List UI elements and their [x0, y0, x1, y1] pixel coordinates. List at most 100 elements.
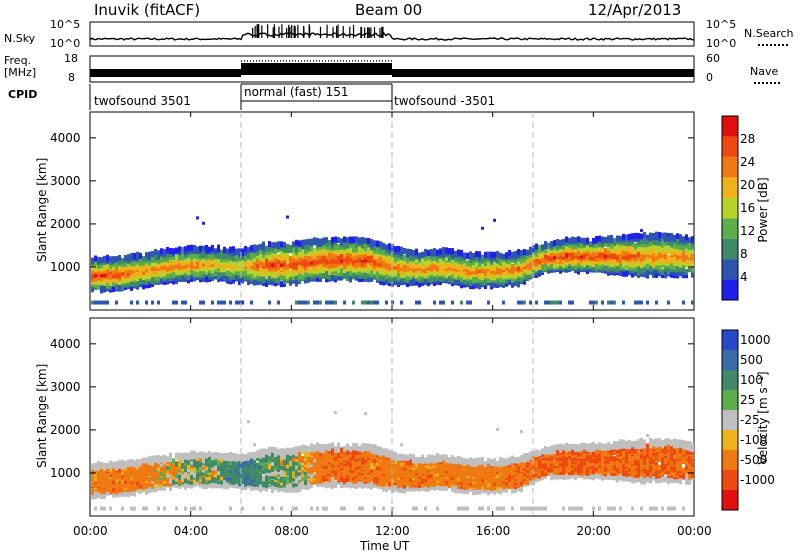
heatmap-cell	[688, 257, 691, 264]
heatmap-cell	[289, 475, 292, 482]
heatmap-cell	[589, 300, 592, 305]
heatmap-cell	[94, 475, 97, 482]
heatmap-cell	[223, 300, 226, 305]
heatmap-cell	[304, 259, 307, 266]
heatmap-cell	[565, 259, 568, 266]
heatmap-cell	[169, 459, 172, 466]
heatmap-cell	[646, 261, 649, 268]
heatmap-cell	[361, 482, 364, 489]
heatmap-cell	[139, 479, 142, 486]
heatmap-cell	[625, 234, 628, 241]
heatmap-cell	[661, 271, 664, 278]
heatmap-cell	[280, 464, 283, 471]
heatmap-cell	[205, 464, 208, 471]
heatmap-cell	[316, 237, 319, 244]
heatmap-cell	[253, 255, 256, 262]
heatmap-cell	[313, 456, 316, 463]
heatmap-cell	[319, 255, 322, 262]
heatmap-cell	[340, 456, 343, 463]
heatmap-cell	[562, 238, 565, 245]
heatmap-cell	[448, 273, 451, 280]
heatmap-cell	[166, 276, 169, 283]
heatmap-cell	[424, 265, 427, 272]
heatmap-cell	[370, 460, 373, 467]
heatmap-cell	[601, 300, 604, 305]
power-heatmap	[91, 112, 694, 310]
heatmap-cell	[424, 248, 427, 255]
heatmap-cell	[103, 471, 106, 478]
heatmap-cell	[385, 278, 388, 285]
heatmap-cell	[262, 475, 265, 482]
heatmap-cell	[151, 251, 154, 258]
heatmap-cell	[262, 448, 265, 455]
heatmap-cell	[319, 471, 322, 478]
heatmap-cell	[349, 446, 352, 453]
heatmap-cell	[325, 265, 328, 272]
heatmap-cell	[160, 248, 163, 255]
heatmap-cell	[331, 442, 334, 449]
freq-band-normal	[241, 63, 392, 75]
heatmap-cell	[346, 453, 349, 460]
heatmap-cell	[193, 255, 196, 262]
heatmap-cell	[193, 450, 196, 457]
heatmap-cell	[406, 269, 409, 276]
heatmap-cell	[262, 460, 265, 467]
heatmap-cell	[523, 278, 526, 285]
heatmap-cell	[172, 278, 175, 285]
heatmap-cell	[280, 264, 283, 271]
heatmap-cell	[145, 506, 148, 511]
heatmap-cell	[355, 483, 358, 490]
heatmap-cell	[184, 457, 187, 464]
heatmap-cell	[160, 260, 163, 267]
heatmap-cell	[673, 258, 676, 265]
heatmap-cell	[214, 273, 217, 280]
heatmap-cell	[292, 274, 295, 281]
heatmap-cell	[244, 249, 247, 256]
heatmap-cell	[181, 452, 184, 459]
heatmap-cell	[127, 459, 130, 466]
heatmap-cell	[97, 464, 100, 471]
heatmap-cell	[172, 269, 175, 276]
heatmap-cell	[316, 300, 319, 305]
heatmap-cell	[94, 259, 97, 266]
heatmap-cell	[157, 300, 160, 305]
heatmap-cell	[682, 300, 685, 305]
heatmap-cell	[640, 251, 643, 258]
heatmap-cell	[295, 239, 298, 246]
heatmap-cell	[325, 300, 328, 305]
heatmap-cell	[376, 454, 379, 461]
heatmap-cell	[649, 240, 652, 247]
heatmap-cell	[508, 253, 511, 260]
heatmap-cell	[349, 473, 352, 480]
heatmap-cell	[325, 258, 328, 265]
heatmap-cell	[328, 239, 331, 246]
heatmap-cell	[199, 245, 202, 252]
heatmap-cell	[139, 471, 142, 478]
heatmap-cell	[301, 444, 304, 451]
heatmap-cell	[235, 265, 238, 272]
heatmap-cell	[313, 469, 316, 476]
heatmap-cell	[211, 452, 214, 459]
heatmap-cell	[550, 241, 553, 248]
heatmap-cell	[475, 251, 478, 258]
heatmap-cell	[271, 506, 274, 511]
heatmap-cell	[361, 472, 364, 479]
heatmap-cell	[547, 300, 550, 305]
heatmap-cell	[439, 300, 442, 305]
heatmap-cell	[151, 269, 154, 276]
heatmap-cell	[226, 467, 229, 474]
heatmap-cell	[496, 268, 499, 275]
heatmap-cell	[493, 271, 496, 278]
heatmap-cell	[289, 269, 292, 276]
heatmap-cell	[682, 265, 685, 272]
heatmap-cell	[175, 300, 178, 305]
heatmap-cell	[298, 474, 301, 481]
heatmap-cell	[568, 300, 571, 305]
heatmap-cell	[637, 264, 640, 271]
heatmap-cell	[163, 263, 166, 270]
heatmap-cell	[325, 270, 328, 277]
heatmap-cell	[313, 268, 316, 275]
heatmap-cell	[286, 243, 289, 250]
heatmap-cell	[358, 276, 361, 283]
heatmap-cell	[220, 474, 223, 481]
